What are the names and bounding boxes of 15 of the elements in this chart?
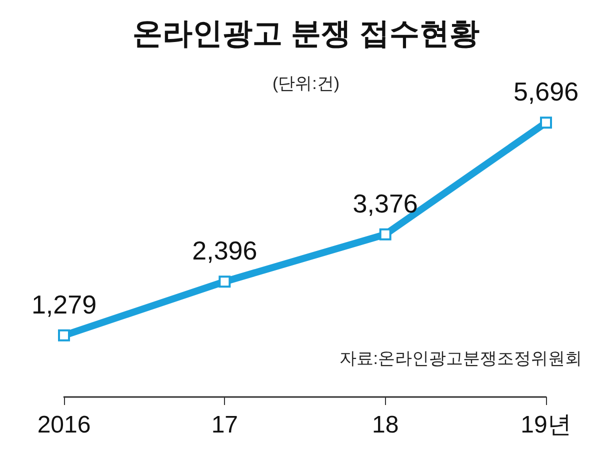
data-label: 1,279 (31, 289, 97, 320)
point (218, 276, 231, 288)
point (379, 228, 392, 240)
point (58, 329, 70, 342)
data-label: 2,396 (192, 236, 258, 266)
x-tick-label: 18 (372, 412, 399, 438)
x-tick-label: 19년 (520, 412, 572, 438)
point (540, 116, 552, 129)
chart-subtitle: (단위:건) (272, 74, 340, 93)
chart-title: 온라인광고 분쟁 접수현황 (132, 18, 480, 50)
x-tick-label: 17 (211, 412, 238, 438)
data-label: 3,376 (352, 188, 418, 218)
text: 자료:온라인광고분쟁조정위원회 (339, 349, 582, 368)
x-tick-label: 2016 (37, 412, 91, 438)
data-label: 5,696 (513, 76, 579, 107)
